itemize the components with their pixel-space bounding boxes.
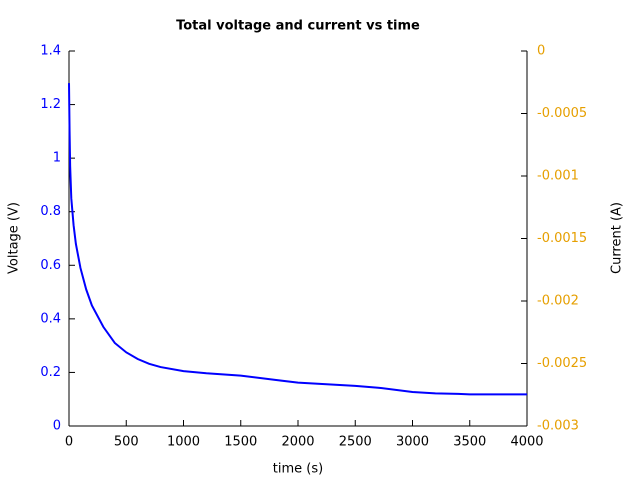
x-axis-label: time (s) <box>273 462 323 477</box>
x-tick-label: 2500 <box>339 435 372 450</box>
y-axis-label: Voltage (V) <box>7 202 22 274</box>
x-tick-label: 3500 <box>453 435 486 450</box>
y2-tick-label: -0.003 <box>537 419 579 434</box>
y-tick-label: 0.4 <box>40 311 61 326</box>
x-tick-label: 0 <box>65 435 73 450</box>
x-tick-label: 1500 <box>224 435 257 450</box>
y-tick-label: 1 <box>53 151 61 166</box>
y-tick-label: 0.8 <box>40 204 61 219</box>
y2-tick-label: -0.0015 <box>537 231 587 246</box>
y-tick-label: 1.2 <box>40 97 61 112</box>
x-tick-label: 3000 <box>396 435 429 450</box>
line-series <box>68 83 527 396</box>
y2-tick-label: -0.002 <box>537 294 579 309</box>
y-tick-label: 1.4 <box>40 44 61 59</box>
x-tick-label: 1000 <box>167 435 200 450</box>
x-tick-label: 2000 <box>281 435 314 450</box>
chart-title: Total voltage and current vs time <box>176 19 420 34</box>
y2-tick-label: -0.001 <box>537 169 579 184</box>
y2-axis-label: Current (A) <box>610 202 625 274</box>
x-tick-label: 500 <box>114 435 139 450</box>
y-tick-label: 0 <box>53 419 61 434</box>
y2-tick-label: -0.0005 <box>537 106 587 121</box>
y-tick-label: 0.2 <box>40 365 61 380</box>
y2-tick-label: 0 <box>537 44 545 59</box>
y-tick-label: 0.6 <box>40 258 61 273</box>
y2-tick-label: -0.0025 <box>537 356 587 371</box>
x-tick-label: 4000 <box>510 435 543 450</box>
